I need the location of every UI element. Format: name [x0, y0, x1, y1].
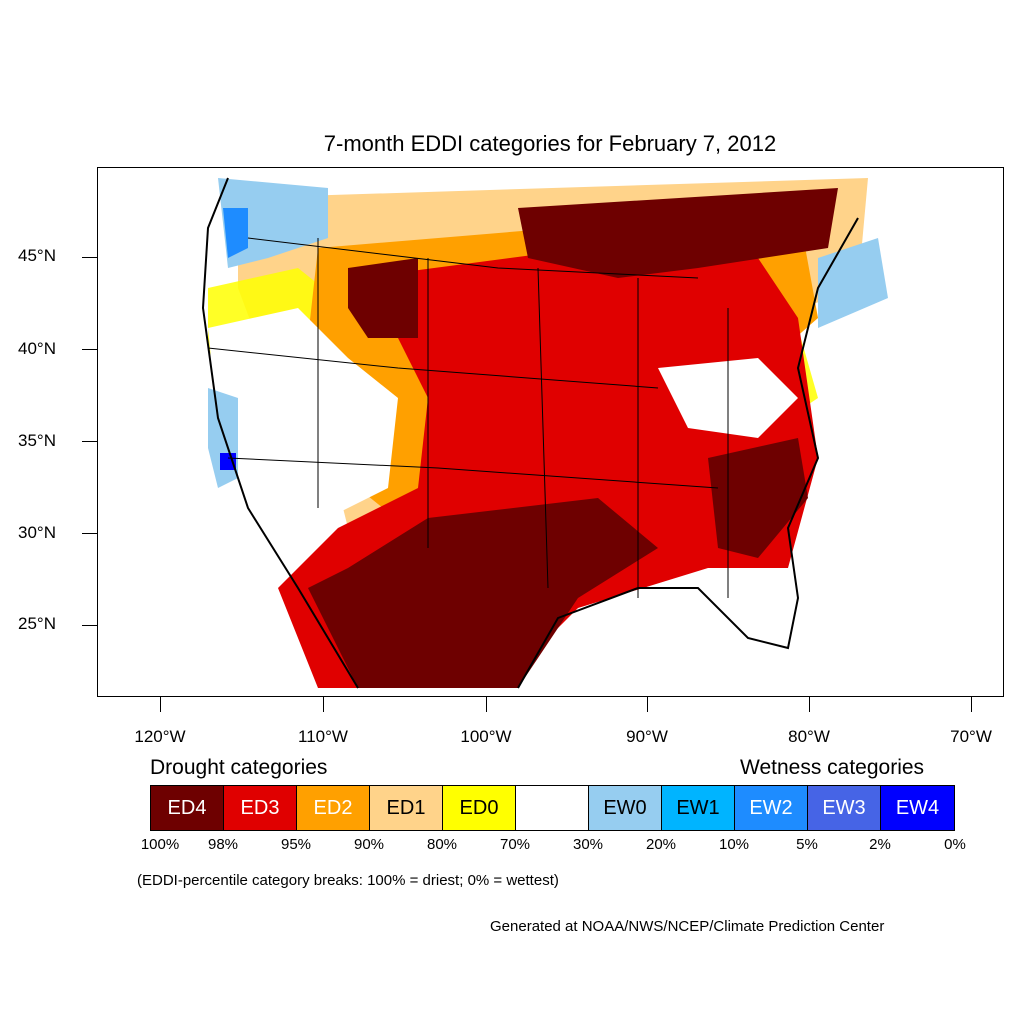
lon-tick: [160, 697, 161, 712]
lon-label-110: 110°W: [298, 727, 348, 746]
lat-tick: [82, 625, 97, 626]
percent-break-label: 98%: [207, 836, 239, 853]
ed4-region-montana: [348, 258, 418, 338]
lon-label-70: 70°W: [950, 727, 992, 746]
eddi-map: [201, 177, 888, 689]
legend-cell-ed2: ED2: [297, 786, 370, 830]
ew2-region-nw: [223, 208, 248, 258]
lat-label-30: 30°N: [18, 523, 56, 542]
wetness-categories-title: Wetness categories: [740, 756, 925, 779]
legend-cell-ew2: EW2: [735, 786, 808, 830]
lat-tick: [82, 441, 97, 442]
percent-break-label: 100%: [140, 836, 180, 853]
lat-label-45: 45°N: [18, 246, 56, 265]
legend-cell-ed0: ED0: [443, 786, 516, 830]
lat-tick: [82, 349, 97, 350]
drought-categories-title: Drought categories: [150, 756, 328, 779]
lat-tick: [82, 533, 97, 534]
map-panel: [97, 167, 1004, 697]
coastline: [201, 177, 859, 689]
lon-label-120: 120°W: [134, 727, 186, 746]
lat-label-40: 40°N: [18, 339, 56, 358]
ew0-region-ca: [208, 388, 238, 488]
category-note: (EDDI-percentile category breaks: 100% =…: [137, 872, 559, 889]
ed4-region-southeast: [708, 438, 808, 558]
ed4-region-south: [308, 498, 658, 688]
lon-tick: [809, 697, 810, 712]
ed4-region-north: [518, 188, 838, 278]
percent-break-label: 90%: [353, 836, 385, 853]
lon-label-90: 90°W: [626, 727, 668, 746]
legend-cell-ew0: EW0: [589, 786, 662, 830]
legend-cell-ed4: ED4: [151, 786, 224, 830]
percent-break-label: 0%: [944, 836, 966, 853]
legend-cell-ew4: EW4: [881, 786, 954, 830]
lon-label-100: 100°W: [460, 727, 512, 746]
category-legend: ED4 ED3 ED2 ED1 ED0 EW0 EW1 EW2 EW3 EW4: [150, 785, 955, 831]
legend-cell-ed1: ED1: [370, 786, 443, 830]
lon-tick: [486, 697, 487, 712]
lon-label-80: 80°W: [788, 727, 830, 746]
ew0-region-ne: [818, 238, 888, 328]
percent-break-label: 2%: [869, 836, 891, 853]
legend-cell-ew1: EW1: [662, 786, 735, 830]
percent-break-label: 70%: [499, 836, 531, 853]
state-borders: [207, 237, 729, 598]
legend-cell-ew3: EW3: [808, 786, 881, 830]
lon-tick: [971, 697, 972, 712]
normal-region-west: [208, 308, 398, 518]
credit-line: Generated at NOAA/NWS/NCEP/Climate Predi…: [490, 918, 885, 935]
percent-break-label: 80%: [426, 836, 458, 853]
legend-cell-ed3: ED3: [224, 786, 297, 830]
percent-break-label: 30%: [572, 836, 604, 853]
percent-break-label: 5%: [796, 836, 818, 853]
percent-break-label: 95%: [280, 836, 312, 853]
percent-break-label: 10%: [718, 836, 750, 853]
legend-cell-normal: [516, 786, 589, 830]
map-title: 7-month EDDI categories for February 7, …: [323, 131, 777, 156]
lon-tick: [323, 697, 324, 712]
lat-tick: [82, 257, 97, 258]
percent-break-label: 20%: [645, 836, 677, 853]
lat-label-25: 25°N: [18, 614, 56, 633]
lon-tick: [647, 697, 648, 712]
lat-label-35: 35°N: [18, 431, 56, 450]
